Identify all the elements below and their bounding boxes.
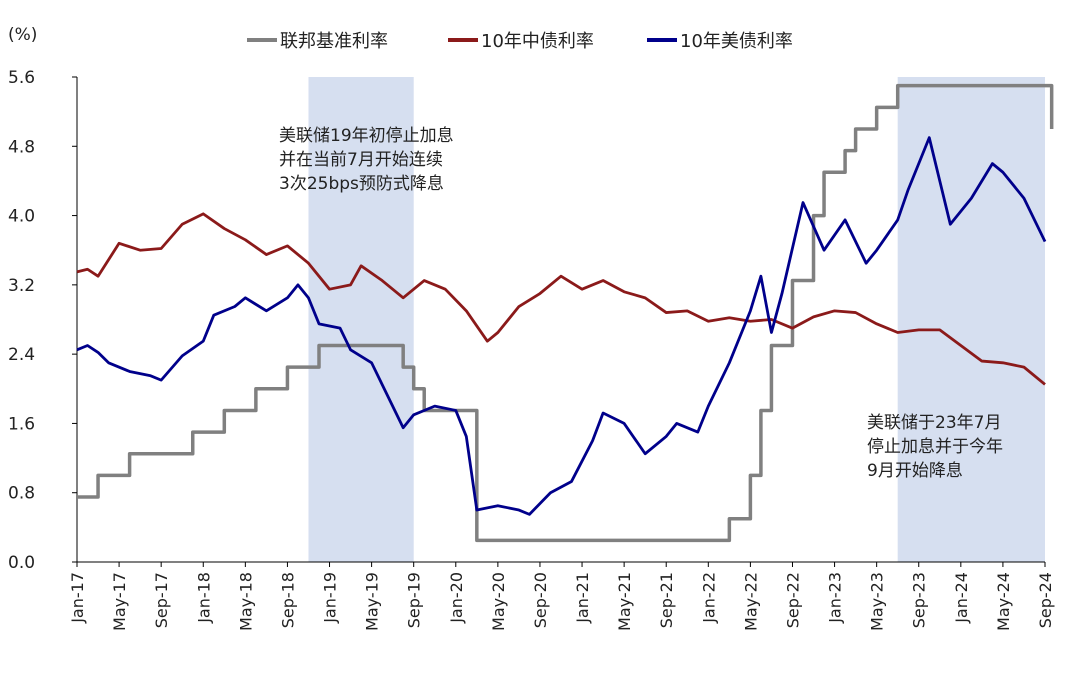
x-tick-label: Sep-20 bbox=[531, 572, 550, 628]
x-tick-label: Jan-20 bbox=[447, 572, 466, 624]
annotation-1-line: 停止加息并于今年 bbox=[867, 437, 1003, 457]
annotation-0-line: 并在当前7月开始连续 bbox=[279, 150, 443, 170]
annotation-1-line: 美联储于23年7月 bbox=[867, 413, 1001, 433]
annotation-0-line: 美联储19年初停止加息 bbox=[279, 126, 454, 146]
x-tick-label: May-18 bbox=[236, 572, 255, 631]
x-tick-label: Jan-22 bbox=[699, 572, 718, 624]
legend-label-1: 10年中债利率 bbox=[481, 31, 594, 52]
x-tick-label: Jan-18 bbox=[194, 572, 213, 624]
x-tick-label: Sep-24 bbox=[1036, 572, 1055, 628]
x-tick-label: Jan-24 bbox=[952, 572, 971, 624]
shaded-period-0 bbox=[308, 77, 414, 562]
y-tick-label: 3.2 bbox=[8, 276, 35, 296]
x-tick-label: Jan-17 bbox=[68, 572, 87, 624]
x-tick-label: May-17 bbox=[110, 572, 129, 631]
x-tick-label: Sep-22 bbox=[783, 572, 802, 628]
x-tick-label: May-22 bbox=[741, 572, 760, 631]
series-line-1 bbox=[76, 212, 1046, 386]
y-tick-label: 5.6 bbox=[8, 68, 35, 88]
x-tick-label: Sep-17 bbox=[152, 572, 171, 628]
y-tick-label: 4.8 bbox=[8, 137, 35, 157]
series-line-2 bbox=[76, 136, 1047, 516]
y-tick-label: 1.6 bbox=[8, 414, 35, 434]
x-tick-label: May-24 bbox=[994, 572, 1013, 631]
y-tick-label: 0.0 bbox=[8, 553, 35, 573]
y-tick-label: 4.0 bbox=[8, 207, 35, 227]
x-tick-label: Sep-19 bbox=[405, 572, 424, 628]
x-tick-label: Sep-23 bbox=[910, 572, 929, 628]
x-tick-label: May-21 bbox=[615, 572, 634, 631]
x-tick-label: Jan-21 bbox=[573, 572, 592, 624]
shaded-period-1 bbox=[897, 77, 1045, 562]
annotation-0-line: 3次25bps预防式降息 bbox=[279, 174, 444, 194]
annotation-1-line: 9月开始降息 bbox=[867, 461, 963, 481]
y-axis-label: (%) bbox=[8, 25, 37, 45]
legend-label-0: 联邦基准利率 bbox=[280, 31, 388, 52]
x-tick-label: Jan-23 bbox=[826, 572, 845, 624]
x-tick-label: Jan-19 bbox=[321, 572, 340, 624]
x-tick-label: Sep-21 bbox=[657, 572, 676, 628]
x-tick-label: Sep-18 bbox=[278, 572, 297, 628]
y-tick-label: 2.4 bbox=[8, 345, 35, 365]
x-tick-label: May-20 bbox=[489, 572, 508, 631]
x-tick-label: May-23 bbox=[868, 572, 887, 631]
series-line-0 bbox=[77, 83, 1054, 543]
legend-label-2: 10年美债利率 bbox=[680, 31, 793, 52]
x-tick-label: May-19 bbox=[363, 572, 382, 631]
y-tick-label: 0.8 bbox=[8, 484, 35, 504]
